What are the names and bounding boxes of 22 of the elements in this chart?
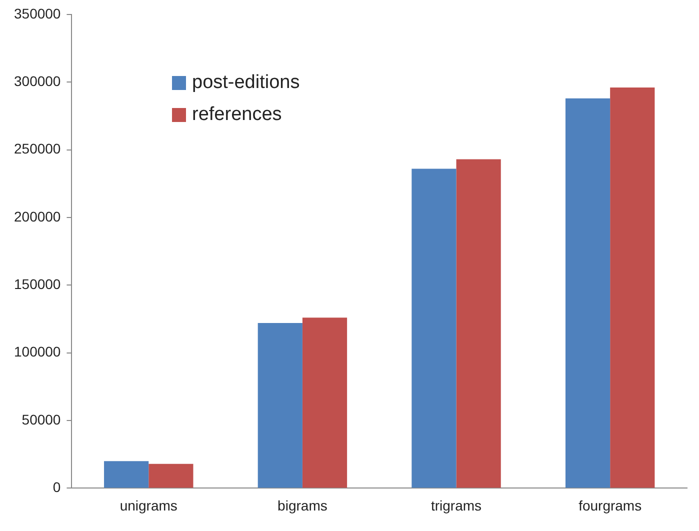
y-tick-label: 300000	[14, 72, 61, 89]
bar	[148, 464, 194, 488]
bar	[302, 318, 348, 488]
y-tick-label: 100000	[14, 344, 61, 360]
y-tick-label: 350000	[14, 5, 61, 22]
bar	[610, 88, 655, 488]
bar	[565, 98, 610, 488]
x-tick-label: unigrams	[120, 497, 178, 514]
x-tick-label: bigrams	[278, 497, 328, 514]
y-tick-label: 200000	[14, 208, 61, 224]
bar	[104, 461, 149, 488]
x-tick-label: trigrams	[430, 497, 482, 514]
bar	[412, 168, 456, 488]
legend-label: references	[192, 104, 282, 126]
y-tick-label: 150000	[14, 276, 61, 292]
y-tick-label: 50000	[22, 411, 61, 428]
x-tick-label: fourgrams	[578, 497, 642, 514]
bar	[258, 323, 302, 488]
bar	[456, 159, 501, 488]
legend-label: post-editions	[192, 72, 300, 94]
y-tick-label: 0	[52, 479, 61, 496]
y-tick-label: 250000	[14, 140, 61, 157]
